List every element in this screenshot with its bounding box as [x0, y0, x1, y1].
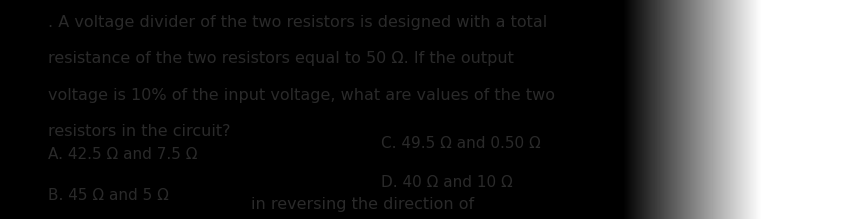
Text: voltage is 10% of the input voltage, what are values of the two: voltage is 10% of the input voltage, wha…: [48, 88, 554, 102]
Text: D. 40 Ω and 10 Ω: D. 40 Ω and 10 Ω: [381, 175, 513, 190]
Text: in reversing the direction of: in reversing the direction of: [251, 198, 475, 212]
Text: A. 42.5 Ω and 7.5 Ω: A. 42.5 Ω and 7.5 Ω: [48, 147, 197, 162]
Text: . A voltage divider of the two resistors is designed with a total: . A voltage divider of the two resistors…: [48, 15, 547, 30]
Text: resistors in the circuit?: resistors in the circuit?: [48, 124, 230, 139]
Text: B. 45 Ω and 5 Ω: B. 45 Ω and 5 Ω: [48, 188, 169, 203]
Text: C. 49.5 Ω and 0.50 Ω: C. 49.5 Ω and 0.50 Ω: [381, 136, 540, 151]
Text: resistance of the two resistors equal to 50 Ω. If the output: resistance of the two resistors equal to…: [48, 51, 514, 66]
